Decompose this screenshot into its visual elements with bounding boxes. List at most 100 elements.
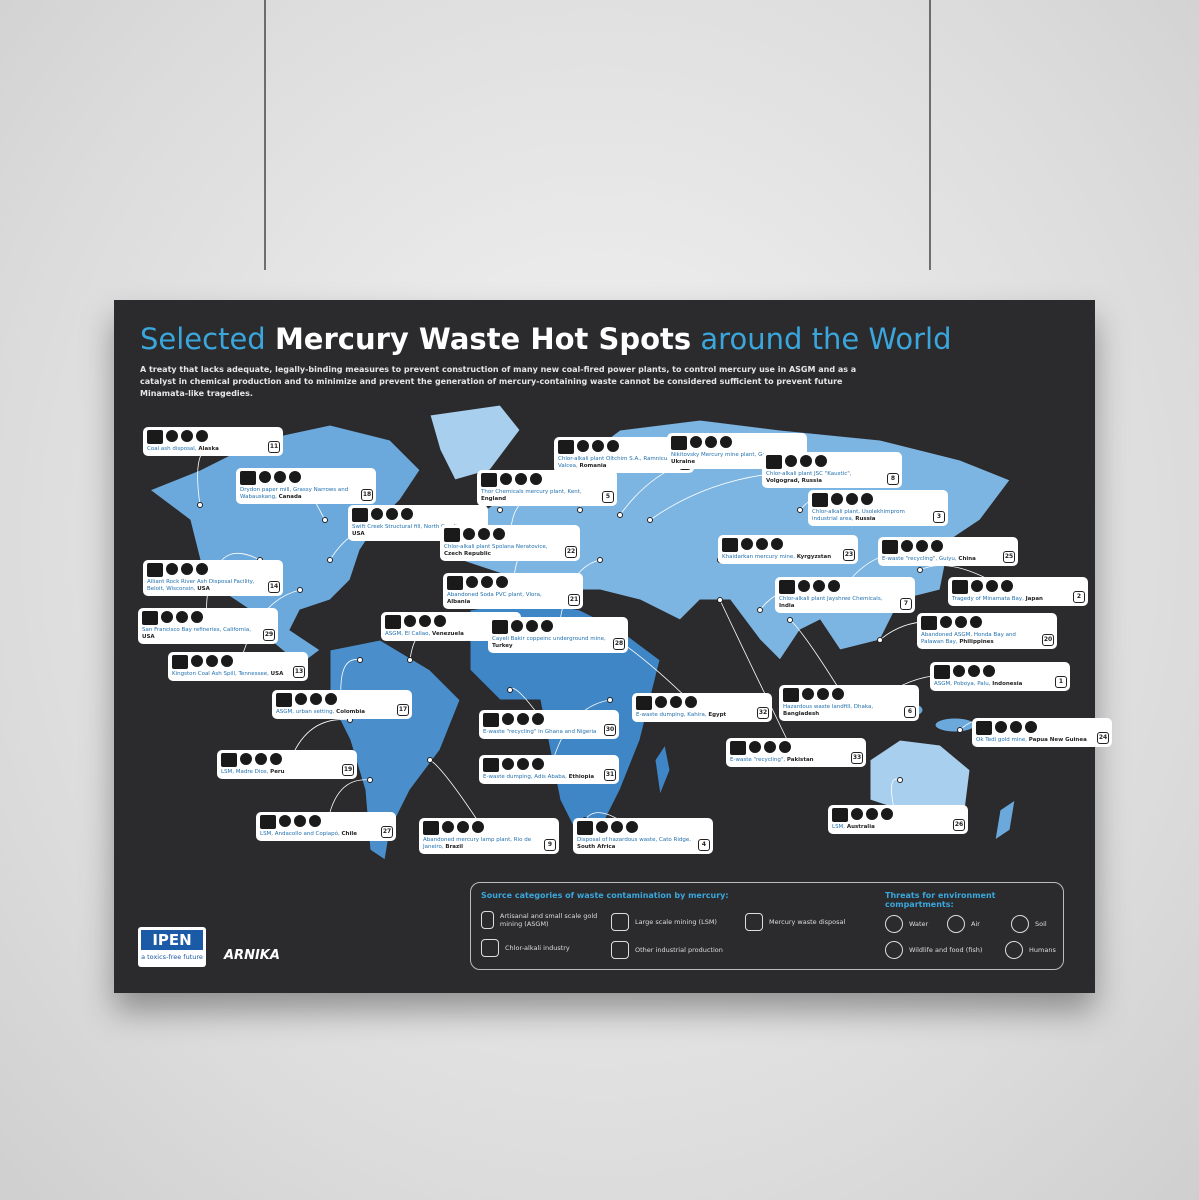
hotspot: Hazardous waste landfill, Dhaka, Banglad… [779,685,919,721]
hotspot-label: Cayeli Bakir coppeinc underground mine, … [492,636,610,650]
legend-label: Wildlife and food (fish) [909,946,983,954]
hotspot-country: USA [142,634,155,640]
location-dot [787,617,793,623]
hotspot-number: 23 [843,549,855,561]
icons [147,563,265,577]
hotspot-place: Chlor-alkali plant Oltchim S.A., Ramnicu… [558,456,668,469]
icon [255,753,267,765]
hotspot-label: LSM, Australia [832,824,950,831]
hotspot-label: E-waste "recycling" in Ghana and Nigeria [483,729,601,736]
icon [596,821,608,833]
icon [1001,580,1013,592]
icon [532,713,544,725]
icon [309,815,321,827]
hotspot-number: 29 [263,629,275,641]
icons [976,721,1094,735]
hotspot-number: 28 [613,638,625,650]
icon [705,436,717,448]
icon [940,616,952,628]
hotspot-place: E-waste "recycling" in Ghana and Nigeria [483,729,597,735]
icons [172,655,290,669]
hotspot-label: Kingston Coal Ash Spill, Tennessee, USA [172,671,290,678]
icon [1025,721,1037,733]
icon [626,821,638,833]
hotspot: LSM, Andacollo and Copiapó, Chile 27 [256,812,396,841]
hotspot-place: E-waste dumping, Adis Ababa, [483,774,567,780]
hotspot: Drydon paper mill, Grassy Narrows and Wa… [236,468,376,504]
location-dot [607,697,613,703]
legend-item: Wildlife and food (fish) [885,941,982,959]
icon [558,440,574,454]
ipen-tagline: a toxics-free future [141,953,203,961]
icon [493,528,505,540]
hotspot: E-waste "recycling", Pakistan 33 [726,738,866,767]
icon [901,540,913,552]
title-part: around the World [700,322,952,356]
location-dot [507,687,513,693]
hotspot-label: Hazardous waste landfill, Dhaka, Banglad… [783,704,901,718]
hotspot: E-waste dumping, Kahira, Egypt 32 [632,693,772,722]
icon [832,688,844,700]
icons [221,753,339,767]
icon [655,696,667,708]
location-dot [322,517,328,523]
intro: A treaty that lacks adequate, legally-bi… [140,365,857,398]
hotspot-label: ASGM, urban setting, Colombia [276,709,394,716]
icon [592,440,604,452]
icon [240,753,252,765]
hotspot-country: England [481,496,507,502]
hotspot-country: Romania [579,463,607,469]
icons [385,615,503,629]
hotspot: Chlor-alkali plant JSC "Kaustic", Volgog… [762,452,902,488]
icon [478,528,490,540]
hotspot-number: 2 [1073,591,1085,603]
hotspot-country: Philippines [959,639,994,645]
icon [783,688,799,702]
icon [260,815,276,829]
hotspot-country: Pakistan [786,757,814,763]
icon [779,580,795,594]
hotspot-place: Chlor-alkali plant Spolana Neratovice, [444,544,548,550]
icon [986,580,998,592]
connector [719,599,797,759]
hotspot-country: Russia [855,516,876,522]
hotspot-place: Abandoned Soda PVC plant, Vlora, [447,592,542,598]
hotspot-number: 24 [1097,732,1109,744]
icons [483,713,601,727]
hotspot: Kingston Coal Ash Spill, Tennessee, USA 1… [168,652,308,681]
icons [492,620,610,634]
legend-item: Soil [1011,915,1047,933]
icon [274,471,286,483]
icon [221,655,233,667]
hotspot-country: Czech Republic [444,551,491,557]
hotspot-country: Brazil [445,844,463,850]
icon [481,473,497,487]
hotspot-place: Kingston Coal Ash Spill, Tennessee, [172,671,269,677]
icon [492,620,508,634]
hotspot: Alliant Rock River Ash Disposal Facility… [143,560,283,596]
location-dot [297,587,303,593]
icons [577,821,695,835]
location-dot [427,757,433,763]
icon [176,611,188,623]
icon [851,808,863,820]
hotspot-label: Nikitovsky Mercury mine plant, Gorlovka,… [671,452,789,466]
icon [921,616,937,630]
hotspot-country: Volgograd, Russia [766,478,822,484]
legend-icon [885,915,903,933]
hotspot-label: ASGM, El Callao, Venezuela [385,631,503,638]
icon [466,576,478,588]
icon [968,665,980,677]
hotspot-place: ASGM, Poboya, Palu, [934,681,991,687]
hotspot-label: LSM, Madre Dios, Peru [221,769,339,776]
icon [971,580,983,592]
hotspot-label: Khaidarkan mercury mine, Kyrgyzstan [722,554,840,561]
hotspot-country: Canada [278,494,302,500]
icon [670,696,682,708]
icon [802,688,814,700]
hotspot-country: Venezuela [432,631,464,637]
location-dot [577,507,583,513]
hotspot: San Francisco Bay refineries, California… [138,608,278,644]
arnika-logo: ARNIKA [224,948,280,963]
hotspot-place: E-waste "recycling", Guiyu, [882,556,957,562]
